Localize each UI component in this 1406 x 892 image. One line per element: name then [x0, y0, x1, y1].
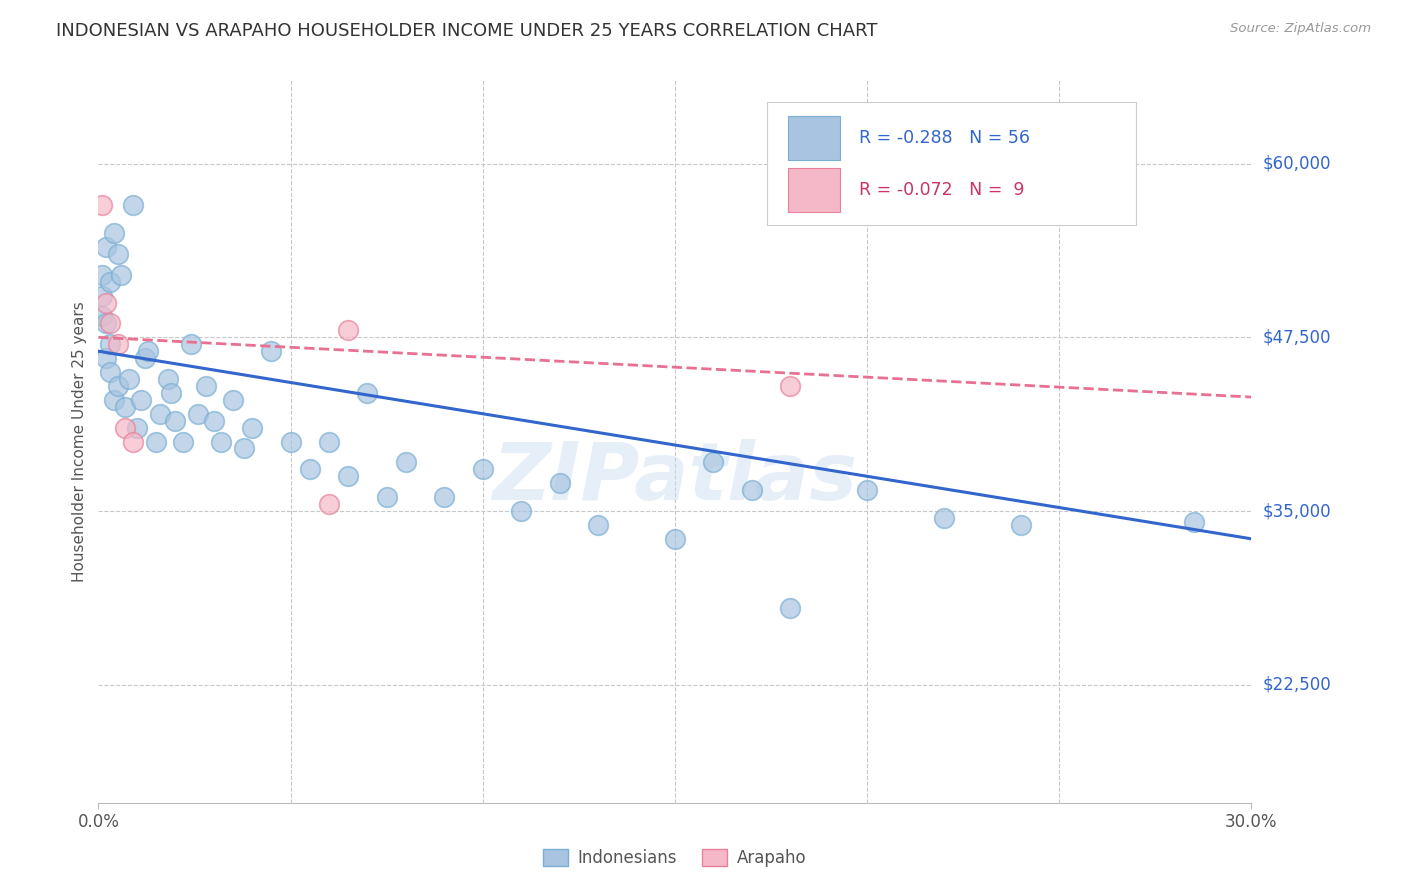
Y-axis label: Householder Income Under 25 years: Householder Income Under 25 years [72, 301, 87, 582]
Point [98, 317, 121, 331]
Point [375, 490, 398, 504]
Point [172, 434, 194, 449]
Point [471, 462, 494, 476]
Point [318, 434, 340, 449]
Point [548, 476, 571, 491]
Point [98, 365, 121, 379]
Point [107, 379, 129, 393]
Point [129, 392, 152, 407]
Point [356, 385, 378, 400]
Point [337, 469, 360, 483]
Point [103, 226, 125, 240]
Point [702, 455, 724, 469]
Text: $22,500: $22,500 [1263, 676, 1331, 694]
Point [233, 442, 256, 456]
Text: R = -0.072   N =  9: R = -0.072 N = 9 [859, 181, 1025, 199]
Point [122, 198, 145, 212]
Text: $35,000: $35,000 [1263, 502, 1331, 520]
Point [91, 310, 114, 324]
Point [114, 420, 136, 434]
Point [395, 455, 418, 469]
Point [741, 483, 763, 498]
Point [91, 198, 114, 212]
Point [240, 420, 263, 434]
Point [94, 240, 117, 254]
Point [856, 483, 879, 498]
Text: Source: ZipAtlas.com: Source: ZipAtlas.com [1230, 22, 1371, 36]
Legend: Indonesians, Arapaho: Indonesians, Arapaho [536, 842, 814, 874]
FancyBboxPatch shape [787, 117, 839, 160]
Point [510, 504, 533, 518]
Text: ZIPatlas: ZIPatlas [492, 439, 858, 516]
Point [202, 414, 225, 428]
FancyBboxPatch shape [787, 169, 839, 211]
Point [134, 351, 156, 366]
Point [91, 288, 114, 302]
Point [94, 351, 117, 366]
Point [195, 379, 218, 393]
Point [337, 323, 360, 337]
Point [107, 247, 129, 261]
Point [1010, 517, 1032, 532]
Point [664, 532, 686, 546]
Point [138, 344, 160, 359]
Text: R = -0.288   N = 56: R = -0.288 N = 56 [859, 129, 1031, 147]
Point [94, 317, 117, 331]
Point [122, 434, 145, 449]
Point [1182, 515, 1205, 529]
Point [586, 517, 609, 532]
Point [114, 400, 136, 414]
Point [94, 295, 117, 310]
Point [103, 392, 125, 407]
Point [125, 420, 148, 434]
Point [260, 344, 283, 359]
Text: INDONESIAN VS ARAPAHO HOUSEHOLDER INCOME UNDER 25 YEARS CORRELATION CHART: INDONESIAN VS ARAPAHO HOUSEHOLDER INCOME… [56, 22, 877, 40]
Point [298, 462, 321, 476]
Point [180, 337, 202, 351]
Point [160, 385, 183, 400]
Point [149, 407, 172, 421]
Point [222, 392, 245, 407]
Point [433, 490, 456, 504]
Point [145, 434, 167, 449]
Point [779, 379, 801, 393]
Text: $47,500: $47,500 [1263, 328, 1331, 346]
Point [91, 268, 114, 282]
Point [98, 337, 121, 351]
Text: $60,000: $60,000 [1263, 154, 1331, 173]
Point [98, 275, 121, 289]
Point [280, 434, 302, 449]
Point [110, 268, 132, 282]
Point [932, 511, 955, 525]
Point [118, 372, 141, 386]
Point [779, 601, 801, 615]
Point [209, 434, 232, 449]
Point [107, 337, 129, 351]
Point [156, 372, 179, 386]
Point [318, 497, 340, 511]
Point [187, 407, 209, 421]
FancyBboxPatch shape [768, 102, 1136, 225]
Point [165, 414, 187, 428]
